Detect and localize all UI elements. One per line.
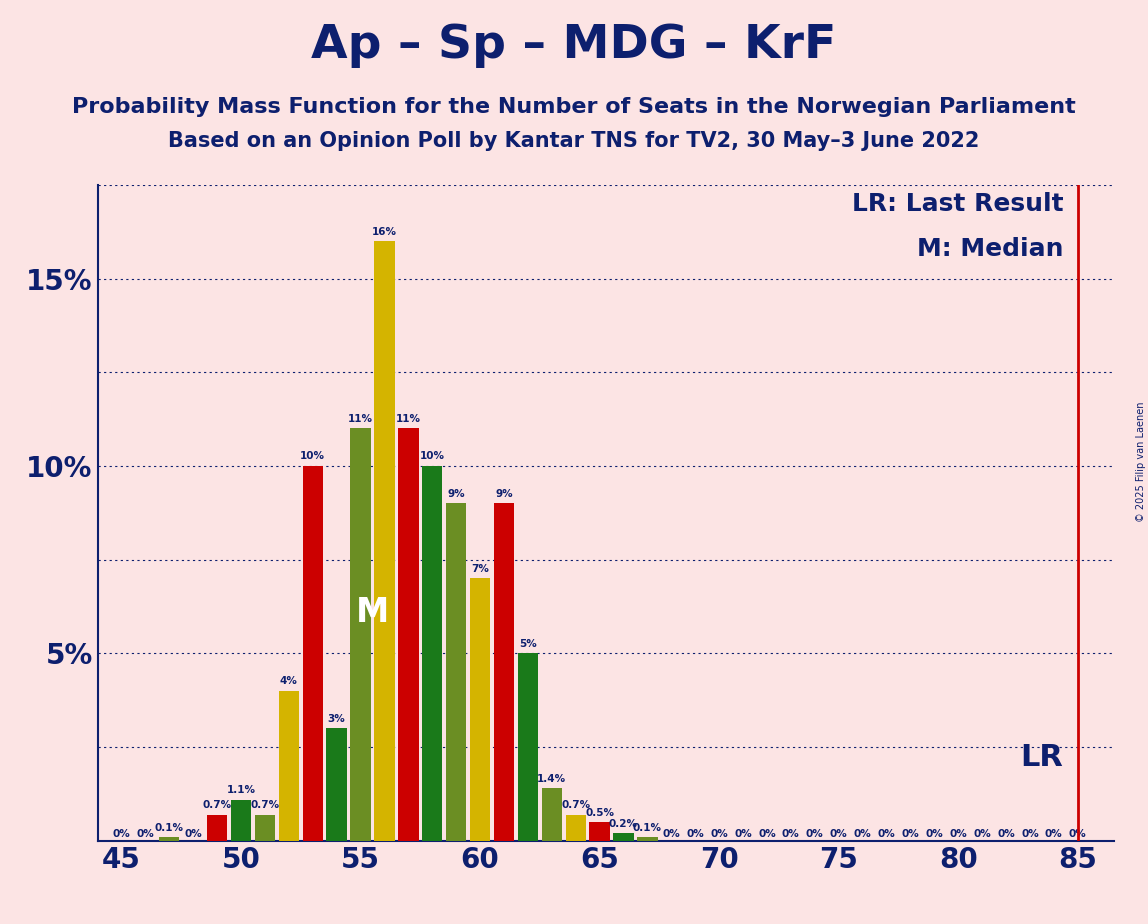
Text: © 2025 Filip van Laenen: © 2025 Filip van Laenen (1135, 402, 1146, 522)
Text: 0.5%: 0.5% (585, 808, 614, 818)
Text: 0.1%: 0.1% (633, 822, 662, 833)
Bar (494, 504, 514, 841)
Text: 0%: 0% (830, 830, 847, 839)
Text: 0.1%: 0.1% (155, 822, 184, 833)
Text: 10%: 10% (301, 452, 325, 461)
Text: 0%: 0% (998, 830, 1015, 839)
Bar (398, 429, 419, 841)
Text: 0%: 0% (185, 830, 202, 839)
Bar (350, 429, 371, 841)
Text: 9%: 9% (448, 489, 465, 499)
Bar (542, 788, 561, 841)
Bar (207, 815, 227, 841)
Text: 0%: 0% (137, 830, 154, 839)
Text: 0.7%: 0.7% (561, 800, 590, 810)
Bar (279, 691, 298, 841)
Text: 9%: 9% (495, 489, 513, 499)
Text: 0%: 0% (1045, 830, 1063, 839)
Bar (470, 578, 490, 841)
Text: 0%: 0% (854, 830, 871, 839)
Text: 0%: 0% (974, 830, 991, 839)
Text: 0%: 0% (735, 830, 752, 839)
Text: Probability Mass Function for the Number of Seats in the Norwegian Parliament: Probability Mass Function for the Number… (72, 97, 1076, 117)
Text: 0%: 0% (758, 830, 776, 839)
Text: Ap – Sp – MDG – KrF: Ap – Sp – MDG – KrF (311, 23, 837, 68)
Text: 0%: 0% (782, 830, 800, 839)
Text: 3%: 3% (328, 714, 346, 723)
Bar (518, 653, 538, 841)
Bar (374, 241, 395, 841)
Text: 1.4%: 1.4% (537, 774, 566, 784)
Text: 0%: 0% (925, 830, 944, 839)
Bar (566, 815, 585, 841)
Text: 0%: 0% (1069, 830, 1086, 839)
Text: 5%: 5% (519, 638, 537, 649)
Bar (589, 822, 610, 841)
Text: 0%: 0% (1021, 830, 1039, 839)
Text: 10%: 10% (420, 452, 444, 461)
Text: 0.2%: 0.2% (608, 819, 638, 829)
Text: 16%: 16% (372, 226, 397, 237)
Text: 1.1%: 1.1% (226, 785, 256, 796)
Bar (637, 837, 658, 841)
Text: 0%: 0% (113, 830, 131, 839)
Bar (231, 799, 251, 841)
Text: 0%: 0% (949, 830, 967, 839)
Text: 4%: 4% (280, 676, 297, 687)
Text: 0%: 0% (877, 830, 895, 839)
Bar (326, 728, 347, 841)
Text: M: M (356, 596, 389, 629)
Text: 7%: 7% (471, 564, 489, 574)
Text: M: Median: M: Median (917, 237, 1063, 261)
Text: 0%: 0% (662, 830, 680, 839)
Text: 0.7%: 0.7% (202, 800, 232, 810)
Text: 0%: 0% (806, 830, 823, 839)
Bar (422, 466, 442, 841)
Text: 11%: 11% (396, 414, 421, 424)
Text: 0%: 0% (711, 830, 728, 839)
Text: 0%: 0% (901, 830, 920, 839)
Text: LR: Last Result: LR: Last Result (852, 192, 1063, 216)
Text: 0.7%: 0.7% (250, 800, 279, 810)
Text: 11%: 11% (348, 414, 373, 424)
Bar (447, 504, 466, 841)
Bar (160, 837, 179, 841)
Bar (613, 833, 634, 841)
Text: 0%: 0% (687, 830, 704, 839)
Bar (303, 466, 323, 841)
Bar (255, 815, 276, 841)
Text: LR: LR (1021, 744, 1063, 772)
Text: Based on an Opinion Poll by Kantar TNS for TV2, 30 May–3 June 2022: Based on an Opinion Poll by Kantar TNS f… (169, 131, 979, 152)
